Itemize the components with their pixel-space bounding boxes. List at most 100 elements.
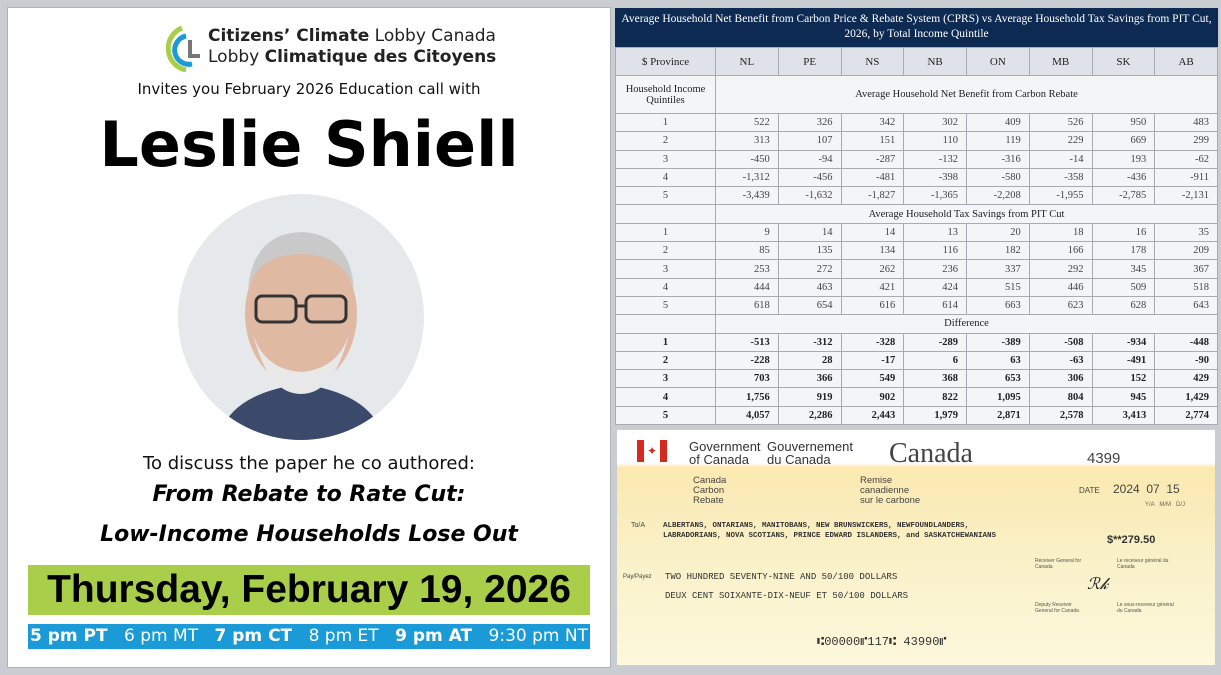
section-title: Average Household Tax Savings from PIT C… <box>715 204 1218 224</box>
value-cell: -312 <box>777 332 842 352</box>
value-cell: 2,286 <box>777 405 842 426</box>
value-cell: 654 <box>777 295 842 316</box>
value-cell: -398 <box>903 167 967 188</box>
invite-text: Invites you February 2026 Education call… <box>137 80 481 98</box>
value-cell: 236 <box>903 259 967 279</box>
table-row: 3 703 366 549 368 653 306 152 429 <box>615 369 1218 389</box>
value-cell: 166 <box>1028 241 1093 261</box>
value-cell: 63 <box>966 350 1030 371</box>
value-cell: 209 <box>1154 241 1218 261</box>
value-cell: 549 <box>840 369 905 389</box>
quintile-cell: 3 <box>615 259 716 279</box>
value-cell: 446 <box>1028 277 1093 297</box>
value-cell: 28 <box>777 350 842 371</box>
logo-text-bold: Climatique des Citoyens <box>264 47 497 67</box>
value-cell: 13 <box>903 222 967 243</box>
quintile-cell: 1 <box>615 332 716 352</box>
gov-en-1: Government <box>689 439 761 454</box>
quintile-cell: 5 <box>615 186 716 206</box>
ccl-logo-icon <box>166 25 200 72</box>
quintile-cell: 4 <box>615 387 716 407</box>
value-cell: 134 <box>840 241 905 261</box>
logo-text: Lobby Canada <box>369 26 496 46</box>
benefit-table: $ Province NL PE NS NB ON MB SK AB Household Inco… <box>615 47 1218 426</box>
canada-wordmark: Canada <box>889 438 973 469</box>
date-label: DATE <box>1079 486 1100 495</box>
value-cell: -328 <box>840 332 905 352</box>
payee-line: ALBERTANS, ONTARIANS, MANITOBANS, NEW BR… <box>663 522 970 530</box>
value-cell: 119 <box>966 131 1030 151</box>
table-row: 4 1,756 919 902 822 1,095 804 945 1,429 <box>615 387 1218 407</box>
value-cell: -17 <box>840 350 905 371</box>
section-title: Difference <box>715 314 1218 334</box>
value-cell: -2,131 <box>1154 186 1218 206</box>
value-cell: 2,774 <box>1154 405 1218 426</box>
value-cell: 483 <box>1154 112 1218 133</box>
province-header: PE <box>777 47 842 76</box>
value-cell: 110 <box>903 131 967 151</box>
value-cell: 663 <box>966 295 1030 316</box>
corner-header: $ Province <box>615 47 716 76</box>
program-fr: sur le carbone <box>860 495 921 506</box>
time-mt: 6 pm MT <box>124 626 199 646</box>
value-cell: 623 <box>1028 295 1093 316</box>
value-cell: -14 <box>1028 149 1093 169</box>
value-cell: -580 <box>966 167 1030 188</box>
province-header: NL <box>715 47 779 76</box>
value-cell: 345 <box>1091 259 1156 279</box>
deputy-en: Deputy Receiver General for Canada <box>1035 602 1079 614</box>
paper-title-line2: Low-Income Households Lose Out <box>100 522 518 547</box>
value-cell: -1,632 <box>777 186 842 206</box>
table-row: 1 522 326 342 302 409 526 950 483 <box>615 112 1218 133</box>
value-cell: -62 <box>1154 149 1218 169</box>
value-cell: -436 <box>1091 167 1156 188</box>
table-row: 4 444 463 421 424 515 446 509 518 <box>615 277 1218 297</box>
value-cell: 299 <box>1154 131 1218 151</box>
value-cell: -450 <box>715 149 779 169</box>
value-cell: 272 <box>777 259 842 279</box>
value-cell: 313 <box>715 131 779 151</box>
quintile-cell: 3 <box>615 369 716 389</box>
value-cell: -513 <box>715 332 779 352</box>
paper-title-line1: From Rebate to Rate Cut: <box>152 482 466 507</box>
pay-label: Pay/Payez <box>623 574 652 580</box>
value-cell: 262 <box>840 259 905 279</box>
value-cell: 135 <box>777 241 842 261</box>
value-cell: -2,208 <box>966 186 1030 206</box>
value-cell: 14 <box>840 222 905 243</box>
value-cell: 902 <box>840 387 905 407</box>
value-cell: -448 <box>1154 332 1218 352</box>
row-label: Household Income Quintiles <box>615 75 716 114</box>
value-cell: 515 <box>966 277 1030 297</box>
program-en: Rebate <box>693 495 724 506</box>
table-row: 3 253 272 262 236 337 292 345 367 <box>615 259 1218 279</box>
quintile-cell: 5 <box>615 405 716 426</box>
time-at: 9 pm AT <box>395 626 473 646</box>
value-cell: 182 <box>966 241 1030 261</box>
quintile-cell: 2 <box>615 241 716 261</box>
quintile-cell: 4 <box>615 277 716 297</box>
value-cell: 509 <box>1091 277 1156 297</box>
quintile-cell: 3 <box>615 149 716 169</box>
value-cell: 253 <box>715 259 779 279</box>
value-cell: 643 <box>1154 295 1218 316</box>
quintile-cell: 5 <box>615 295 716 316</box>
amount-words-fr: DEUX CENT SOIXANTE-DIX-NEUF ET 50/100 DO… <box>665 591 909 601</box>
cheque-date: 2024 07 15 <box>1113 482 1180 496</box>
value-cell: -316 <box>966 149 1030 169</box>
speaker-name: Leslie Shiell <box>99 108 519 181</box>
value-cell: -90 <box>1154 350 1218 371</box>
value-cell: -1,827 <box>840 186 905 206</box>
province-header: NS <box>840 47 905 76</box>
value-cell: 337 <box>966 259 1030 279</box>
value-cell: 526 <box>1028 112 1093 133</box>
event-date: Thursday, February 19, 2026 <box>28 565 590 615</box>
value-cell: 1,756 <box>715 387 779 407</box>
value-cell: 628 <box>1091 295 1156 316</box>
value-cell: -1,365 <box>903 186 967 206</box>
value-cell: -63 <box>1028 350 1093 371</box>
value-cell: 6 <box>903 350 967 371</box>
value-cell: 178 <box>1091 241 1156 261</box>
value-cell: -389 <box>966 332 1030 352</box>
value-cell: 614 <box>903 295 967 316</box>
